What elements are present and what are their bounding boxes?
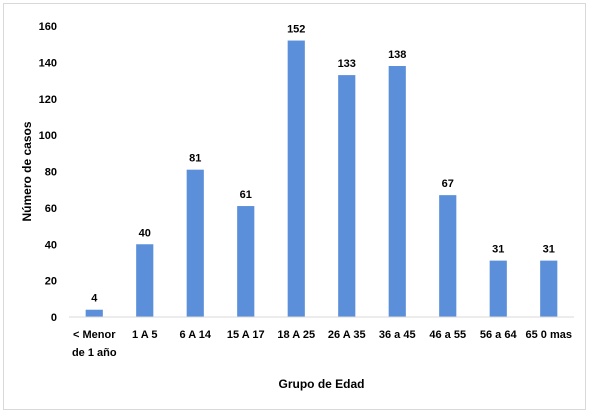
data-label: 81: [189, 153, 201, 165]
data-label: 40: [139, 227, 151, 239]
x-tick-label: 56 a 64: [480, 329, 518, 341]
x-tick-label: 65 0 mas: [526, 329, 572, 341]
bar-chart: 0 20 40 60 80 100 120 140 160 4 40 81 61 152 133 138 67…: [20, 21, 574, 391]
bar: [439, 195, 457, 317]
data-label: 31: [492, 244, 504, 256]
x-tick-label: 6 A 14: [179, 329, 211, 341]
data-label: 152: [287, 24, 305, 36]
bar-series: [85, 40, 558, 318]
bar: [237, 206, 255, 317]
data-label: 4: [91, 293, 98, 305]
bar: [85, 309, 103, 317]
data-label: 133: [338, 58, 356, 70]
chart-area: 0 20 40 60 80 100 120 140 160 4 40 81 61 152 133 138 67…: [3, 3, 586, 410]
data-label: 61: [240, 189, 252, 201]
bar: [136, 244, 154, 317]
bar: [489, 260, 507, 317]
y-tick-label: 60: [45, 203, 57, 215]
x-tick-label: < Menor de 1 año: [72, 329, 117, 359]
bar: [186, 169, 204, 317]
bar: [388, 66, 406, 317]
y-tick-label: 120: [39, 94, 57, 106]
y-tick-label: 20: [45, 276, 57, 288]
x-tick-label: 26 A 35: [328, 329, 366, 341]
x-tick-label: 46 a 55: [429, 329, 466, 341]
bar: [338, 75, 356, 317]
y-axis-title: Número de casos: [20, 121, 34, 221]
data-labels: 4 40 81 61 152 133 138 67 31 31: [91, 24, 555, 305]
data-label: 138: [388, 49, 406, 61]
x-tick-label: 18 A 25: [277, 329, 315, 341]
data-label: 31: [543, 244, 555, 256]
y-tick-label: 40: [45, 239, 57, 251]
bar: [287, 40, 305, 318]
x-tick-label: 15 A 17: [227, 329, 265, 341]
data-label: 67: [442, 178, 454, 190]
y-tick-label: 140: [39, 57, 57, 69]
y-tick-label: 0: [51, 312, 57, 324]
y-tick-label: 160: [39, 21, 57, 33]
bar: [540, 260, 558, 317]
x-tick-label: 36 a 45: [379, 329, 416, 341]
x-axis-title: Grupo de Edad: [278, 377, 364, 391]
y-tick-label: 80: [45, 167, 57, 179]
x-axis-ticks: < Menor de 1 año 1 A 5 6 A 14 15 A 17 18 A 25…: [72, 329, 572, 359]
y-tick-label: 100: [39, 130, 57, 142]
y-axis-ticks: 0 20 40 60 80 100 120 140 160: [39, 21, 57, 324]
x-tick-label: 1 A 5: [132, 329, 157, 341]
